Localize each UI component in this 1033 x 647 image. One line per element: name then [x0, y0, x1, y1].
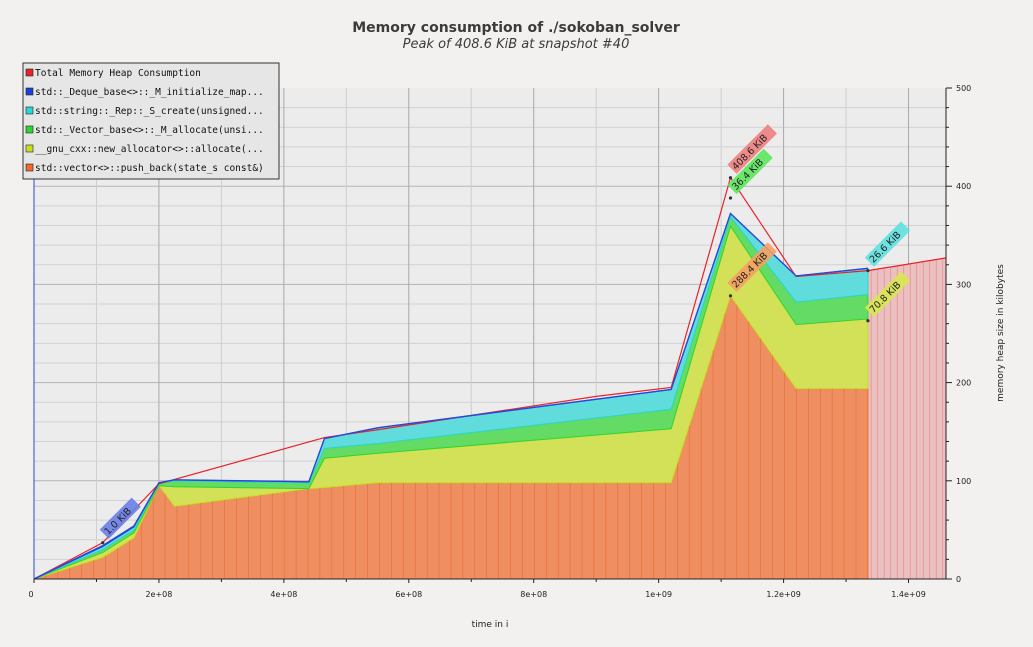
- total-line: [33, 176, 947, 580]
- x-axis-ticks: 0 2e+08 4e+08 6e+08 8e+08 1e+09 1.2e+09 1.4e+09: [28, 579, 926, 599]
- y-axis-ticks: 0 100 200 300 400 500: [946, 84, 971, 584]
- legend-swatch: [25, 106, 34, 115]
- stack-top-outline: [33, 212, 868, 580]
- x-tick-label: 1.4e+09: [891, 590, 926, 599]
- legend-swatch: [25, 68, 34, 77]
- y-tick-label: 400: [956, 182, 971, 191]
- legend-swatch: [25, 87, 34, 96]
- y-tick-label: 200: [956, 379, 971, 388]
- x-tick-label: 2e+08: [145, 590, 172, 599]
- legend-label: Total Memory Heap Consumption: [35, 68, 201, 79]
- legend-label: std::vector<>::push_back(state_s const&): [35, 163, 264, 174]
- legend-box: [22, 62, 280, 180]
- legend-label: __gnu_cxx::new_allocator<>::allocate(...: [35, 144, 264, 155]
- annotation-point: [101, 541, 105, 545]
- y-axis-label: memory heap size in kilobytes: [996, 264, 1006, 402]
- annotation-point: [728, 176, 733, 180]
- annotation-point: [728, 196, 733, 200]
- y-tick-label: 500: [956, 84, 971, 93]
- total-line-group: [33, 176, 947, 580]
- annotation-box: [727, 124, 777, 174]
- legend-label: std::string::_Rep::_S_create(unsigned...: [35, 106, 264, 117]
- chart-subtitle: Peak of 408.6 KiB at snapshot #40: [403, 37, 630, 52]
- legend-swatch: [25, 144, 34, 153]
- x-tick-label: 1e+09: [645, 590, 672, 599]
- legend-swatch: [25, 125, 34, 134]
- legend: Total Memory Heap Consumptionstd::_Deque…: [22, 62, 280, 180]
- annotation-box: [864, 221, 911, 267]
- total-tail-area: [867, 257, 946, 579]
- annotation-box: [727, 242, 777, 292]
- x-tick-label: 0: [28, 590, 33, 599]
- chart-title: Memory consumption of ./sokoban_solver: [352, 20, 680, 36]
- x-tick-label: 1.2e+09: [766, 590, 801, 599]
- legend-swatch: [25, 163, 34, 172]
- annotation-box: [99, 497, 141, 539]
- x-tick-label: 6e+08: [395, 590, 422, 599]
- y-tick-label: 100: [956, 477, 971, 486]
- annotation-box: [727, 148, 773, 195]
- legend-label: std::_Vector_base<>::_M_allocate(unsi...: [35, 125, 264, 136]
- annotation-point: [728, 294, 733, 298]
- series-areas: [33, 212, 946, 580]
- x-tick-label: 8e+08: [520, 590, 547, 599]
- y-tick-label: 300: [956, 280, 971, 289]
- y-tick-label: 0: [956, 575, 961, 584]
- annotation-point: [866, 269, 870, 273]
- x-tick-label: 4e+08: [270, 590, 297, 599]
- annotation-box: [864, 271, 911, 317]
- legend-label: std::_Deque_base<>::_M_initialize_map...: [35, 87, 264, 98]
- x-axis-label: time in i: [472, 620, 509, 630]
- annotation-point: [866, 319, 870, 323]
